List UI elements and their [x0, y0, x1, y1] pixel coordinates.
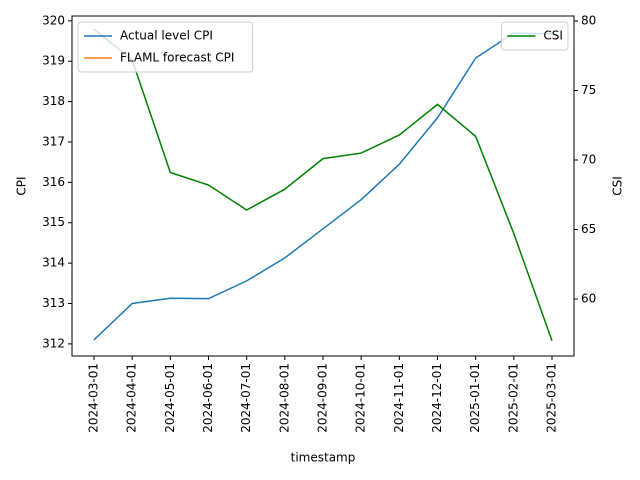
y-tick-label: 312	[42, 336, 65, 350]
x-tick-label: 2024-07-01	[239, 363, 253, 433]
y-tick-label: 320	[42, 13, 65, 27]
plot-frame	[71, 15, 575, 357]
y-tick-label: 316	[42, 175, 65, 189]
y2-tick-label: 60	[581, 292, 596, 306]
y-axis-label: CPI	[15, 176, 29, 195]
x-tick-label: 2024-04-01	[125, 363, 139, 433]
legend-label: FLAML forecast CPI	[120, 51, 234, 65]
x-tick-label: 2024-06-01	[201, 363, 215, 433]
series-line	[93, 28, 553, 341]
y-tick-label: 313	[42, 296, 65, 310]
legend-label: CSI	[543, 29, 563, 43]
y2-tick-label: 75	[581, 83, 596, 97]
x-tick-label: 2025-02-01	[506, 363, 520, 433]
x-tick-label: 2025-01-01	[468, 363, 482, 433]
x-tick-label: 2024-03-01	[87, 363, 101, 433]
x-axis-label: timestamp	[291, 451, 356, 465]
series-line	[93, 32, 553, 341]
x-tick-label: 2025-03-01	[545, 363, 559, 433]
legend-box	[77, 21, 254, 73]
y2-tick-label: 80	[581, 14, 596, 28]
y2-tick-label: 70	[581, 153, 596, 167]
x-tick-label: 2024-05-01	[163, 363, 177, 433]
legend-label: Actual level CPI	[120, 29, 213, 43]
y-tick-label: 318	[42, 94, 65, 108]
y-tick-label: 315	[42, 215, 65, 229]
x-tick-label: 2024-08-01	[277, 363, 291, 433]
y-tick-label: 317	[42, 134, 65, 148]
x-tick-label: 2024-12-01	[430, 363, 444, 433]
y-tick-label: 319	[42, 54, 65, 68]
x-tick-label: 2024-11-01	[392, 363, 406, 433]
y2-tick-label: 65	[581, 222, 596, 236]
y2-axis-label: CSI	[611, 176, 625, 196]
x-tick-label: 2024-10-01	[354, 363, 368, 433]
y-tick-label: 314	[42, 256, 65, 270]
x-tick-label: 2024-09-01	[316, 363, 330, 433]
